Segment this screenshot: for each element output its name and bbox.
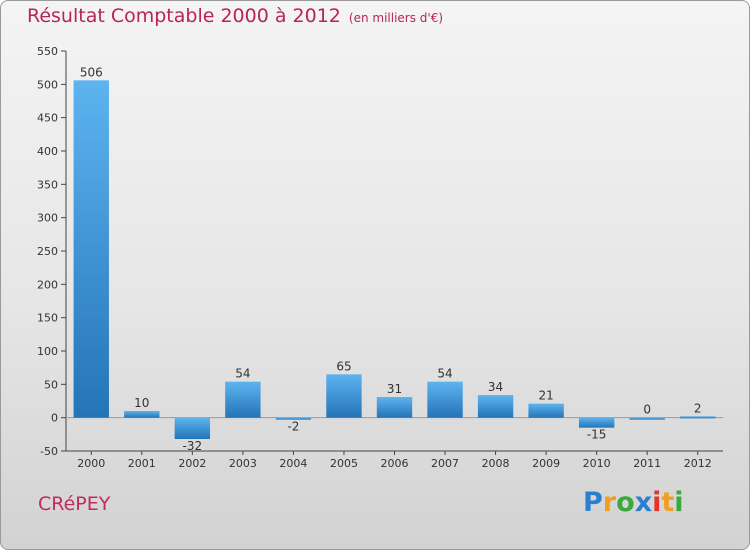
data-label: -15 <box>587 428 607 442</box>
y-tick-label: 100 <box>37 345 58 358</box>
chart-title-block: Résultat Comptable 2000 à 2012 (en millie… <box>27 5 443 27</box>
bar <box>477 395 514 418</box>
x-tick-label: 2005 <box>330 457 358 470</box>
y-tick-label: 450 <box>37 112 58 125</box>
data-label: 54 <box>437 367 452 381</box>
x-tick-label: 2008 <box>482 457 510 470</box>
brand-letter-7: i <box>674 487 684 518</box>
brand-letter-4: x <box>634 487 653 518</box>
data-label: 31 <box>387 382 402 396</box>
bar <box>528 403 564 418</box>
data-label: 34 <box>488 380 503 394</box>
y-tick-label: 50 <box>44 378 58 391</box>
x-tick-label: 2002 <box>178 457 206 470</box>
bar <box>73 80 109 418</box>
bar <box>225 381 261 418</box>
y-tick-label: 400 <box>37 145 58 158</box>
x-tick-label: 2003 <box>229 457 257 470</box>
bar <box>124 411 160 418</box>
x-tick-label: 2006 <box>381 457 409 470</box>
chart-title: Résultat Comptable 2000 à 2012 <box>27 5 341 27</box>
y-tick-label: 0 <box>51 412 58 425</box>
brand-letter-5: i <box>652 487 662 518</box>
bar <box>427 381 463 418</box>
bar <box>326 374 362 418</box>
data-label: 506 <box>80 65 103 79</box>
y-tick-label: 550 <box>37 45 58 58</box>
x-tick-label: 2009 <box>532 457 560 470</box>
chart-subtitle: (en milliers d'€) <box>348 11 444 25</box>
data-label: 0 <box>643 403 651 417</box>
brand-letter-3: o <box>616 487 635 518</box>
data-label: 10 <box>134 396 149 410</box>
y-tick-label: 350 <box>37 178 58 191</box>
bar <box>275 417 312 420</box>
data-label: -32 <box>183 439 203 453</box>
brand-letter-1: P <box>583 487 603 518</box>
x-tick-label: 2011 <box>633 457 661 470</box>
bar <box>376 397 413 418</box>
bar <box>174 417 211 439</box>
brand-letter-6: t <box>661 487 675 518</box>
y-tick-label: 200 <box>37 278 58 291</box>
y-tick-label: -50 <box>40 445 58 458</box>
x-tick-label: 2007 <box>431 457 459 470</box>
x-tick-label: 2001 <box>128 457 156 470</box>
y-tick-label: 500 <box>37 78 58 91</box>
x-tick-label: 2000 <box>77 457 105 470</box>
bar <box>680 416 716 419</box>
bar <box>578 417 615 428</box>
brand-logo: Proxiti <box>583 487 684 518</box>
data-label: 65 <box>336 359 351 373</box>
data-label: 2 <box>694 401 702 415</box>
bar <box>629 417 665 420</box>
data-label: 54 <box>235 367 250 381</box>
brand-letter-2: r <box>602 487 617 518</box>
x-tick-label: 2010 <box>583 457 611 470</box>
y-tick-label: 150 <box>37 312 58 325</box>
y-tick-label: 250 <box>37 245 58 258</box>
x-tick-label: 2004 <box>279 457 307 470</box>
commune-name: CRéPEY <box>38 493 111 515</box>
data-label: 21 <box>538 389 553 403</box>
x-tick-label: 2012 <box>684 457 712 470</box>
y-tick-label: 300 <box>37 212 58 225</box>
data-label: -2 <box>287 420 299 434</box>
